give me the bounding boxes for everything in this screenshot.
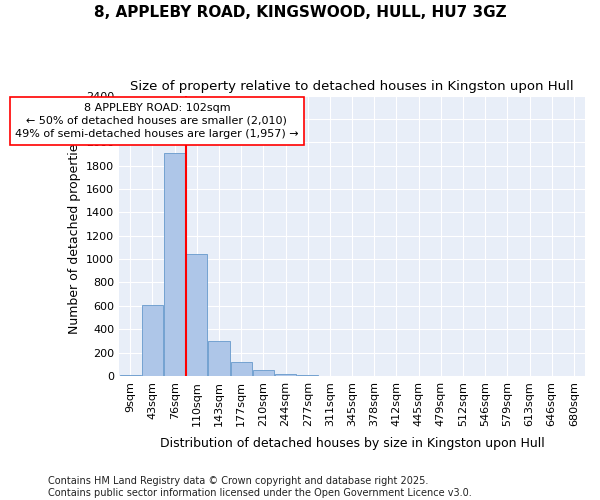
- Text: Contains HM Land Registry data © Crown copyright and database right 2025.
Contai: Contains HM Land Registry data © Crown c…: [48, 476, 472, 498]
- Bar: [253, 370, 274, 376]
- Bar: [230, 362, 252, 376]
- Y-axis label: Number of detached properties: Number of detached properties: [68, 137, 80, 334]
- Bar: [120, 374, 141, 376]
- Bar: [208, 342, 230, 376]
- Bar: [186, 254, 208, 376]
- Bar: [275, 374, 296, 376]
- X-axis label: Distribution of detached houses by size in Kingston upon Hull: Distribution of detached houses by size …: [160, 437, 544, 450]
- Title: Size of property relative to detached houses in Kingston upon Hull: Size of property relative to detached ho…: [130, 80, 574, 93]
- Text: 8, APPLEBY ROAD, KINGSWOOD, HULL, HU7 3GZ: 8, APPLEBY ROAD, KINGSWOOD, HULL, HU7 3G…: [94, 5, 506, 20]
- Bar: [142, 305, 163, 376]
- Bar: [164, 154, 185, 376]
- Text: 8 APPLEBY ROAD: 102sqm
← 50% of detached houses are smaller (2,010)
49% of semi-: 8 APPLEBY ROAD: 102sqm ← 50% of detached…: [15, 102, 299, 139]
